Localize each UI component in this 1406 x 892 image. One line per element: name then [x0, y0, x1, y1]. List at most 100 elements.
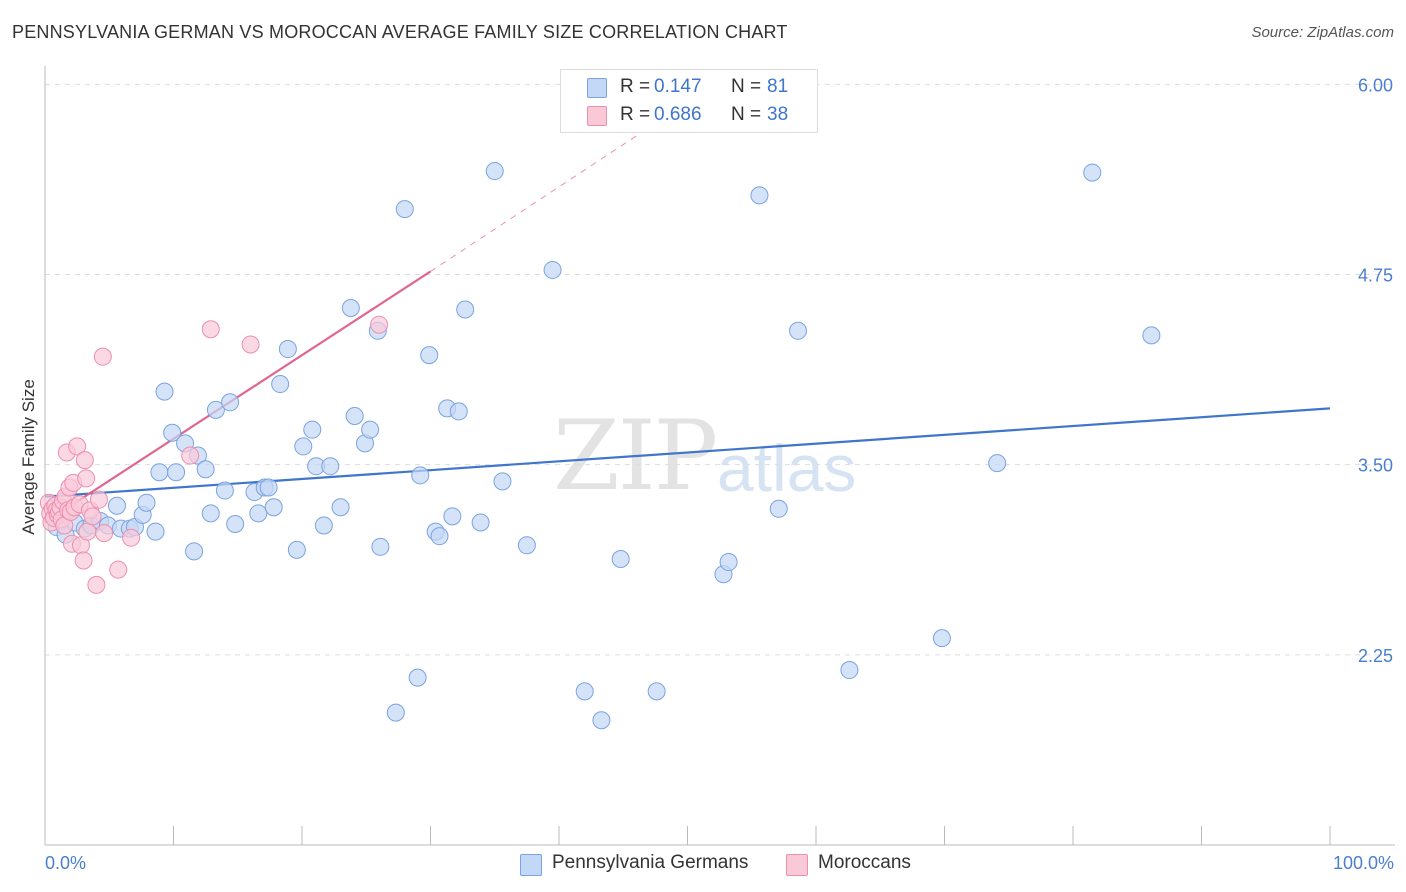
point-pennsylvania-germans — [420, 346, 439, 365]
point-pennsylvania-germans — [259, 478, 278, 497]
point-pennsylvania-germans — [341, 298, 360, 317]
point-pennsylvania-germans — [331, 498, 350, 517]
point-pennsylvania-germans — [221, 393, 240, 412]
trendline-pennsylvania-germans — [44, 407, 1331, 498]
legend-r-label: R = — [620, 104, 651, 125]
legend-n-label: N = — [731, 76, 762, 97]
legend-n-value: 81 — [767, 76, 789, 97]
point-pennsylvania-germans — [647, 682, 666, 701]
point-pennsylvania-germans — [146, 522, 165, 541]
point-moroccans — [241, 335, 260, 354]
point-pennsylvania-germans — [449, 402, 468, 421]
point-moroccans — [122, 528, 141, 547]
point-pennsylvania-germans — [361, 420, 380, 439]
y-tick-label: 2.25 — [1358, 646, 1393, 666]
point-pennsylvania-germans — [167, 463, 186, 482]
series-label: Moroccans — [818, 852, 911, 873]
correlation-legend: R = 0.147 N = 81 R = 0.686 N = 38 — [560, 69, 818, 133]
point-pennsylvania-germans — [294, 437, 313, 456]
series-legend: Pennsylvania Germans Moroccans — [0, 852, 1406, 878]
point-pennsylvania-germans — [1142, 326, 1161, 345]
legend-r-value: 0.147 — [654, 76, 702, 97]
point-moroccans — [109, 560, 128, 579]
point-moroccans — [87, 575, 106, 594]
point-moroccans — [83, 507, 102, 526]
point-pennsylvania-germans — [493, 472, 512, 491]
point-pennsylvania-germans — [988, 454, 1007, 473]
point-pennsylvania-germans — [226, 515, 245, 534]
point-pennsylvania-germans — [287, 540, 306, 559]
point-pennsylvania-germans — [345, 406, 364, 425]
data-points — [39, 113, 1161, 730]
point-moroccans — [370, 315, 389, 334]
series-swatch-blue — [520, 854, 542, 876]
point-pennsylvania-germans — [543, 260, 562, 279]
series-label: Pennsylvania Germans — [552, 852, 749, 873]
point-pennsylvania-germans — [150, 463, 169, 482]
chart-title: PENNSYLVANIA GERMAN VS MOROCCAN AVERAGE … — [12, 22, 788, 42]
point-pennsylvania-germans — [485, 162, 504, 181]
trendline-moroccans — [44, 270, 432, 524]
legend-swatch-pink — [587, 106, 607, 126]
point-pennsylvania-germans — [206, 400, 225, 419]
point-pennsylvania-germans — [517, 536, 536, 555]
point-pennsylvania-germans — [932, 629, 951, 648]
trendline-moroccans-extension — [430, 135, 637, 272]
point-pennsylvania-germans — [1083, 163, 1102, 182]
point-pennsylvania-germans — [107, 496, 126, 515]
point-pennsylvania-germans — [430, 527, 449, 546]
legend-row-moroccans: R = 0.686 N = 38 — [561, 102, 817, 130]
tick-labels: 2.25 3.50 4.75 6.00 0.0% 100.0% — [45, 75, 1394, 873]
legend-r-value: 0.686 — [654, 104, 702, 125]
point-moroccans — [68, 437, 87, 456]
point-pennsylvania-germans — [611, 549, 630, 568]
point-moroccans — [75, 451, 94, 470]
legend-n-value: 38 — [767, 104, 789, 125]
y-tick-label: 4.75 — [1358, 266, 1393, 286]
legend-n-label: N = — [731, 104, 762, 125]
point-pennsylvania-germans — [278, 340, 297, 359]
point-pennsylvania-germans — [185, 542, 204, 561]
point-pennsylvania-germans — [411, 466, 430, 485]
y-tick-label: 6.00 — [1358, 75, 1393, 95]
point-moroccans — [201, 320, 220, 339]
point-pennsylvania-germans — [163, 423, 182, 442]
point-pennsylvania-germans — [386, 703, 405, 722]
point-moroccans — [74, 551, 93, 570]
point-pennsylvania-germans — [215, 481, 234, 500]
point-moroccans — [181, 446, 200, 465]
point-pennsylvania-germans — [443, 507, 462, 526]
point-pennsylvania-germans — [471, 513, 490, 532]
point-pennsylvania-germans — [769, 499, 788, 518]
point-pennsylvania-germans — [395, 200, 414, 219]
y-tick-label: 3.50 — [1358, 456, 1393, 476]
point-pennsylvania-germans — [408, 668, 427, 687]
point-pennsylvania-germans — [249, 504, 268, 523]
point-pennsylvania-germans — [592, 711, 611, 730]
point-pennsylvania-germans — [314, 516, 333, 535]
point-moroccans — [78, 522, 97, 541]
point-pennsylvania-germans — [321, 457, 340, 476]
point-pennsylvania-germans — [271, 375, 290, 394]
point-pennsylvania-germans — [789, 321, 808, 340]
point-pennsylvania-germans — [196, 460, 215, 479]
y-axis-label: Average Family Size — [19, 379, 38, 535]
point-pennsylvania-germans — [201, 504, 220, 523]
point-pennsylvania-germans — [371, 537, 390, 556]
series-swatch-pink — [786, 854, 808, 876]
point-moroccans — [89, 490, 108, 509]
point-pennsylvania-germans — [575, 682, 594, 701]
axes — [44, 66, 1395, 846]
point-pennsylvania-germans — [456, 300, 475, 319]
point-pennsylvania-germans — [750, 186, 769, 205]
point-moroccans — [93, 347, 112, 366]
legend-r-label: R = — [620, 76, 651, 97]
point-pennsylvania-germans — [137, 493, 156, 512]
source-label: Source: ZipAtlas.com — [1251, 24, 1394, 41]
point-pennsylvania-germans — [840, 661, 859, 680]
point-moroccans — [77, 469, 96, 488]
point-pennsylvania-germans — [264, 498, 283, 517]
point-pennsylvania-germans — [303, 420, 322, 439]
point-pennsylvania-germans — [719, 553, 738, 572]
